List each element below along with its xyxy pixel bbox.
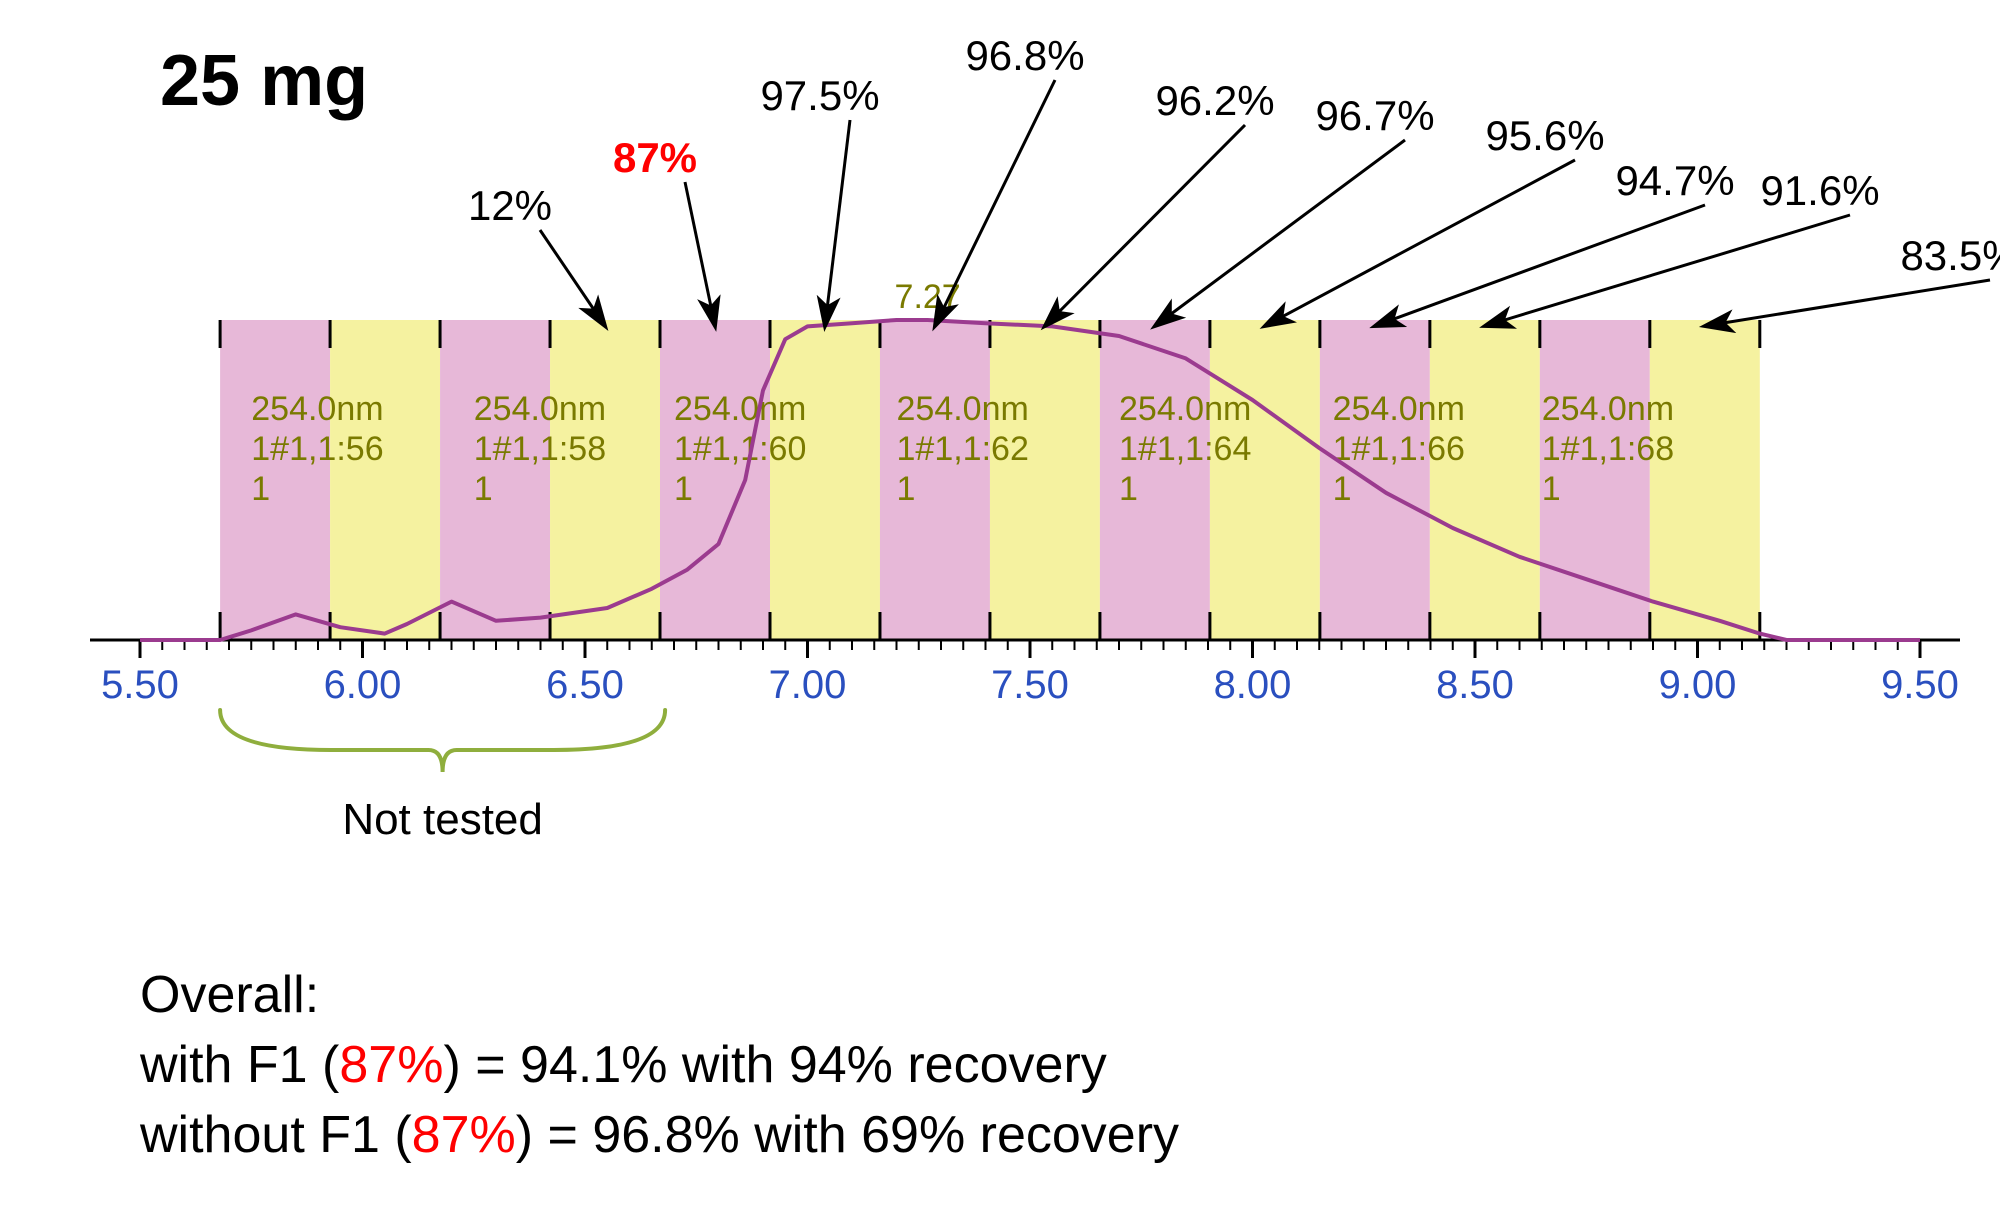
svg-text:5.50: 5.50 [101,663,179,707]
svg-text:1#1,1:62: 1#1,1:62 [897,430,1029,468]
svg-text:254.0nm: 254.0nm [474,390,606,428]
svg-text:7.50: 7.50 [991,663,1069,707]
svg-text:254.0nm: 254.0nm [1542,390,1674,428]
figure-title: 25 mg [160,40,368,122]
svg-text:1#1,1:66: 1#1,1:66 [1333,430,1465,468]
svg-text:1#1,1:60: 1#1,1:60 [674,430,806,468]
chromatogram-figure: 25 mg 5.50 6.00 6.50 7.00 7.50 8.00 8.50 9.00 9.… [0,0,2000,1225]
overall-line2-post: ) = 96.8% with 69% recovery [516,1106,1179,1164]
svg-text:1: 1 [1119,470,1138,508]
x-axis: 5.50 6.00 6.50 7.00 7.50 8.00 8.50 9.00 9.50 [101,640,1959,707]
svg-text:254.0nm: 254.0nm [1333,390,1465,428]
svg-text:1: 1 [251,470,270,508]
svg-text:96.8%: 96.8% [965,32,1084,79]
svg-text:7.00: 7.00 [769,663,847,707]
svg-text:9.00: 9.00 [1659,663,1737,707]
svg-text:83.5%: 83.5% [1900,232,2000,279]
overall-line-1: with F1 (87%) = 94.1% with 94% recovery [140,1030,1179,1100]
overall-heading: Overall: [140,960,1179,1030]
svg-text:96.7%: 96.7% [1315,92,1434,139]
svg-text:254.0nm: 254.0nm [897,390,1029,428]
percent-annotations: 12% 87% 97.5% 96.8% 96.2% 96.7% 95.6%94.7% 91.6… [468,32,2000,326]
svg-text:6.00: 6.00 [324,663,402,707]
svg-text:95.6%: 95.6% [1485,112,1604,159]
fraction-bands [220,320,1760,640]
svg-text:254.0nm: 254.0nm [251,390,383,428]
chart-container: 5.50 6.00 6.50 7.00 7.50 8.00 8.50 9.00 9.50 254.… [80,290,1980,835]
overall-line1-pre: with F1 ( [140,1036,339,1094]
svg-text:87%: 87% [613,134,697,181]
overall-line2-pre: without F1 ( [140,1106,412,1164]
overall-summary: Overall: with F1 (87%) = 94.1% with 94% … [140,960,1179,1171]
svg-text:96.2%: 96.2% [1155,77,1274,124]
svg-text:254.0nm: 254.0nm [1119,390,1251,428]
svg-text:12%: 12% [468,182,552,229]
chromatogram-chart: 5.50 6.00 6.50 7.00 7.50 8.00 8.50 9.00 9.50 254.… [80,290,1980,830]
svg-text:94.7%: 94.7% [1615,157,1734,204]
svg-text:254.0nm: 254.0nm [674,390,806,428]
svg-text:8.00: 8.00 [1214,663,1292,707]
svg-text:1: 1 [474,470,493,508]
svg-text:1: 1 [1333,470,1352,508]
svg-text:8.50: 8.50 [1436,663,1514,707]
overall-line1-red: 87% [339,1036,443,1094]
svg-text:1#1,1:68: 1#1,1:68 [1542,430,1674,468]
svg-text:1: 1 [1542,470,1561,508]
svg-text:1: 1 [897,470,916,508]
overall-line-2: without F1 (87%) = 96.8% with 69% recove… [140,1100,1179,1170]
svg-text:Not tested: Not tested [342,795,543,844]
overall-line2-red: 87% [412,1106,516,1164]
svg-text:9.50: 9.50 [1881,663,1959,707]
svg-text:97.5%: 97.5% [760,72,879,119]
svg-text:1#1,1:58: 1#1,1:58 [474,430,606,468]
svg-text:91.6%: 91.6% [1760,167,1879,214]
overall-line1-post: ) = 94.1% with 94% recovery [443,1036,1106,1094]
svg-text:1#1,1:64: 1#1,1:64 [1119,430,1251,468]
svg-text:1: 1 [674,470,693,508]
svg-text:7.27: 7.27 [895,278,961,316]
svg-text:6.50: 6.50 [546,663,624,707]
svg-text:1#1,1:56: 1#1,1:56 [251,430,383,468]
